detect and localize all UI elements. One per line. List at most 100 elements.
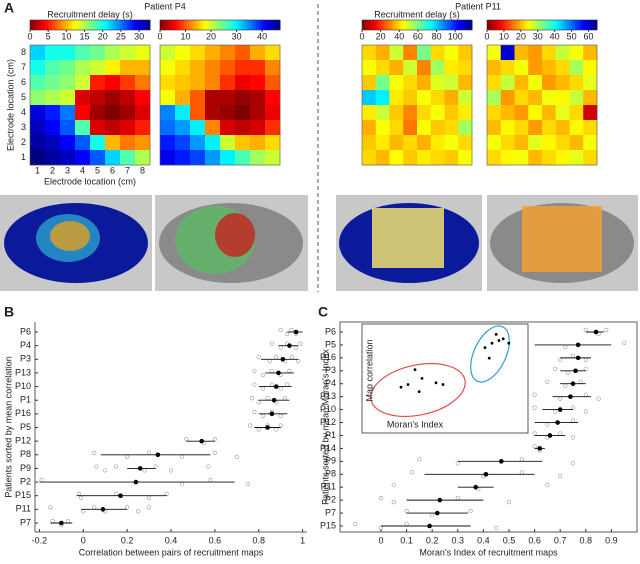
heatmap-cell (220, 105, 236, 121)
mean-point (59, 520, 64, 526)
heatmap-cell (555, 120, 570, 136)
sample-point (179, 481, 185, 487)
heatmap-cell (403, 75, 418, 91)
heatmap-cell (90, 75, 106, 91)
sample-point (184, 437, 189, 442)
heatmap-cell (528, 105, 543, 121)
heatmap-cell (235, 75, 251, 91)
colorbar-segment (244, 20, 248, 30)
sample-point (583, 409, 588, 414)
sample-point (256, 427, 261, 432)
x-tick-label: 0 (81, 535, 86, 545)
colorbar-segment (408, 20, 412, 30)
colorbar-segment (169, 20, 173, 30)
y-tick-label: P13 (320, 391, 336, 401)
colorbar-segment (202, 20, 206, 30)
heatmap-cell (160, 120, 176, 136)
mean-point (155, 452, 161, 458)
x-axis-label: Electrode location (cm) (44, 176, 136, 186)
colorbar-segment (536, 20, 540, 30)
sample-point (212, 450, 217, 455)
heatmap-cell (555, 75, 570, 91)
heatmap-cell (569, 60, 584, 76)
sample-point (146, 505, 152, 510)
heatmap-cell (90, 60, 106, 76)
heatmap-cell (417, 60, 432, 76)
y-tick-label: P5 (20, 422, 31, 432)
heatmap-cell (444, 105, 459, 121)
x-axis-label: Correlation between pairs of recruitment… (79, 547, 264, 557)
sample-point (563, 344, 568, 350)
heatmap-frame (486, 44, 598, 166)
colorbar-segment (69, 20, 73, 30)
sample-point (519, 470, 524, 475)
colorbar-segment (533, 20, 537, 30)
heatmap-cell (430, 90, 445, 106)
heatmap-cell (265, 105, 281, 121)
sample-point (545, 483, 550, 488)
y-axis-label: Electrode location (cm) (5, 59, 15, 151)
colorbar-segment (364, 20, 368, 30)
heatmap-frame (29, 44, 151, 166)
mean-point (437, 497, 443, 503)
colorbar-segment (81, 20, 85, 30)
colorbar-segment (441, 20, 445, 30)
heatmap-cell (190, 105, 206, 121)
y-tick-label: P4 (20, 340, 31, 350)
cluster-ellipse (370, 362, 466, 418)
mean-point (547, 433, 553, 438)
colorbar-segment (428, 20, 432, 30)
heatmap-cell (458, 135, 473, 151)
colorbar-segment (211, 20, 215, 30)
heatmap-cell (175, 90, 191, 106)
colorbar-segment (561, 20, 565, 30)
heatmap-cell (90, 105, 106, 121)
colorbar-tick-label: 60 (584, 31, 594, 41)
sample-point (142, 468, 147, 473)
y-tick-label: P1 (325, 430, 336, 440)
heatmap-cell (458, 45, 473, 61)
colorbar-segment (93, 20, 97, 30)
heatmap-cell (375, 120, 390, 136)
sample-point (289, 355, 294, 360)
sample-point (135, 509, 141, 514)
colorbar-segment (178, 20, 182, 30)
heatmap-cell (205, 90, 221, 106)
colorbar-segment (250, 20, 254, 30)
colorbar-segment (247, 20, 251, 30)
heatmap-cell (542, 60, 557, 76)
heatmap-cell (583, 60, 598, 76)
heatmap-cell (120, 90, 136, 106)
colorbar-segment (256, 20, 260, 30)
inset-box (361, 323, 529, 434)
sample-point (252, 382, 257, 387)
heatmap-cell (417, 75, 432, 91)
heatmap-cell (583, 135, 598, 151)
sample-point (250, 396, 255, 401)
y-tick-label: P13 (15, 367, 31, 377)
colorbar-segment (217, 20, 221, 30)
brain-images (0, 195, 638, 291)
sample-point (256, 355, 261, 360)
sample-point (125, 505, 130, 510)
inset-point (487, 356, 491, 360)
sample-point (604, 327, 609, 333)
heatmap-cell (389, 150, 404, 166)
colorbar-segment (99, 20, 103, 30)
heatmap-cell (487, 105, 502, 121)
heatmap-cell (205, 105, 221, 121)
mean-point (287, 343, 292, 348)
x-tick-label: 0.6 (209, 535, 222, 545)
heatmap-cell (105, 150, 121, 166)
sample-point (558, 357, 563, 362)
y-tick-label: P10 (320, 404, 336, 414)
heatmap-cell (135, 105, 151, 121)
heatmap-cell (45, 90, 61, 106)
heatmap-cell (120, 45, 136, 61)
sample-point (179, 454, 185, 459)
sample-point (50, 518, 55, 524)
heatmap-cell (444, 120, 459, 136)
heatmap-cell (362, 60, 377, 76)
heatmap-cell (175, 120, 191, 136)
inset-point (494, 333, 498, 336)
